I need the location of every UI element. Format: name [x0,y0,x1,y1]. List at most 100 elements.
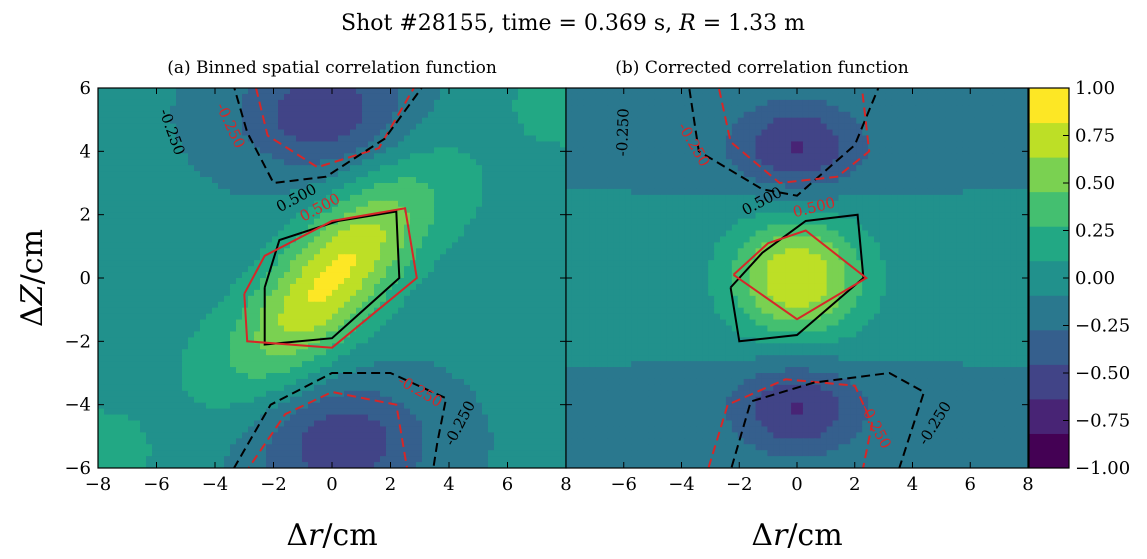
panel-a-cell [452,123,459,131]
panel-a-cell [116,307,123,315]
panel-a-cell [560,432,566,439]
panel-a-cell [218,438,225,445]
panel-a-cell [434,200,441,208]
panel-a-cell [170,242,177,249]
panel-a-cell [536,307,543,315]
panel-a-cell [182,105,189,113]
panel-a-cell [386,147,393,154]
panel-a-cell [530,183,537,190]
panel-a-cell [194,337,201,344]
panel-a-cell [110,248,117,255]
panel-a-cell [524,295,531,303]
panel-a-cell [284,307,291,315]
panel-a-cell [416,414,423,422]
panel-a-cell [98,426,105,433]
panel-a-cell [542,147,549,154]
panel-a-cell [200,367,207,374]
panel-a-cell [236,462,243,468]
panel-a-cell [350,266,357,273]
panel-a-cell [494,230,501,238]
panel-a-cell [500,373,507,380]
panel-a-cell [158,153,165,160]
panel-a-cell [350,224,357,232]
panel-a-cell [344,99,351,107]
panel-a-cell [188,355,195,362]
panel-a-cell [110,165,117,172]
panel-a-cell [308,254,315,261]
panel-a-cell [488,283,495,291]
panel-a-cell [560,426,566,433]
panel-a-cell [434,313,441,321]
panel-a-cell [428,153,435,160]
panel-a-cell [548,153,555,160]
panel-a-cell [194,147,201,154]
panel-a-cell [422,111,429,119]
panel-a-cell [500,450,507,457]
panel-a-cell [116,218,123,226]
panel-a-cell [356,254,363,261]
panel-a-cell [110,462,117,468]
panel-a-cell [374,99,381,107]
panel-a-cell [146,111,153,119]
panel-a-cell [200,272,207,279]
panel-a-cell [278,444,285,451]
panel-a-cell [350,384,357,392]
panel-a-cell [452,194,459,202]
panel-a-cell [470,230,477,238]
panel-a-cell [206,230,213,238]
panel-a-cell [152,355,159,362]
panel-a-cell [494,396,501,404]
panel-a-cell [122,408,129,416]
panel-a-cell [140,361,147,368]
panel-a-cell [356,325,363,333]
panel-a-cell [218,349,225,356]
panel-a-cell [482,218,489,226]
panel-a-cell [560,141,566,148]
panel-a-cell [170,141,177,148]
panel-a-cell [422,355,429,362]
panel-a-cell [374,218,381,226]
panel-a-cell [218,373,225,380]
panel-a-cell [404,349,411,356]
panel-a-cell [410,307,417,315]
panel-a-cell [434,111,441,119]
panel-a-cell [386,456,393,463]
panel-a-cell [356,361,363,368]
panel-a-cell [230,378,237,386]
panel-a-cell [326,236,333,243]
panel-a-cell [212,301,219,309]
panel-a-cell [434,349,441,356]
panel-a-cell [134,444,141,451]
panel-a-cell [440,444,447,451]
panel-a-cell [314,200,321,208]
panel-a-cell [122,420,129,428]
panel-a-cell [440,414,447,422]
panel-a-cell [104,408,111,416]
panel-a-cell [434,325,441,333]
panel-a-cell [272,438,279,445]
panel-a-cell [314,402,321,410]
panel-a-cell [350,426,357,433]
panel-a-cell [554,236,561,243]
panel-a-cell [278,289,285,297]
panel-a-cell [272,384,279,392]
panel-a-cell [404,254,411,261]
panel-a-cell [104,355,111,362]
panel-a-cell [152,260,159,267]
panel-a-cell [128,295,135,303]
panel-a-cell [446,420,453,428]
panel-a-cell [206,343,213,350]
panel-a-cell [296,177,303,184]
panel-a-cell [446,260,453,267]
panel-a-cell [470,343,477,350]
panel-a-cell [146,331,153,338]
panel-a-cell [536,236,543,243]
panel-a-cell [326,248,333,255]
panel-a-cell [386,390,393,398]
panel-a-cell [260,165,267,172]
panel-a-cell [320,230,327,238]
panel-a-cell [344,367,351,374]
panel-a-cell [158,206,165,214]
panel-a-cell [206,283,213,291]
panel-a-cell [428,200,435,208]
